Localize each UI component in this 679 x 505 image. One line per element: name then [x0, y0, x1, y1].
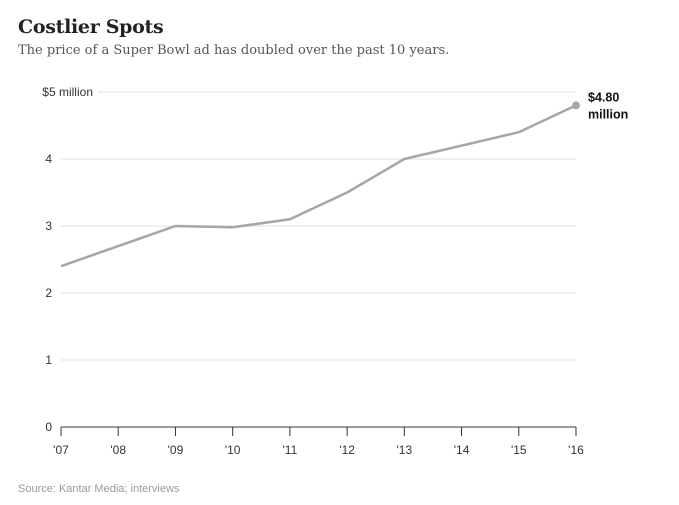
x-tick-label: '16 [568, 443, 584, 457]
x-tick-label: '08 [110, 443, 126, 457]
x-tick-label: '09 [168, 443, 184, 457]
x-tick-label: '13 [397, 443, 413, 457]
chart-title: Costlier Spots [18, 16, 164, 38]
y-tick-label: 2 [45, 286, 52, 300]
x-axis: '07 '08 '09 '10 '11 '12 '13 '14 '15 '16 [53, 426, 584, 457]
series [60, 101, 580, 268]
end-point-marker [572, 101, 580, 110]
x-tick-label: '14 [454, 443, 470, 457]
annotation-label: million [588, 107, 628, 121]
y-tick-label: 4 [45, 152, 52, 166]
y-tick-label: 1 [45, 353, 52, 367]
gridlines [61, 91, 576, 361]
annotation-label: $4.80 [588, 90, 619, 104]
y-tick-label: $5 million [42, 85, 93, 99]
y-tick-label: 0 [45, 420, 52, 434]
x-tick-label: '15 [511, 443, 527, 457]
source-note: Source: Kantar Media; interviews [18, 483, 180, 495]
x-tick-label: '07 [53, 443, 69, 457]
series-line [60, 104, 577, 268]
annotation: $4.80 million [588, 90, 628, 121]
y-axis: 0 1 2 3 4 $5 million [42, 85, 93, 434]
x-tick-label: '10 [225, 443, 241, 457]
chart-subtitle: The price of a Super Bowl ad has doubled… [18, 43, 450, 58]
x-tick-label: '11 [283, 443, 298, 457]
x-tick-label: '12 [339, 443, 355, 457]
y-tick-label: 3 [45, 219, 52, 233]
